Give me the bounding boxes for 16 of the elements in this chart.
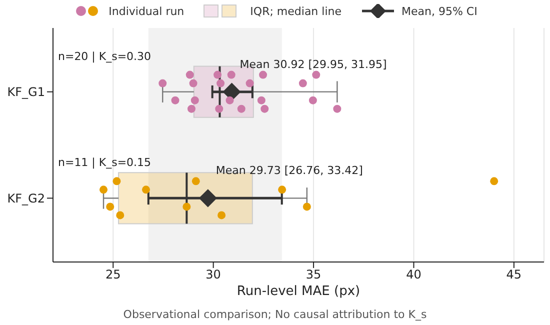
x-tick-label: 25 <box>105 268 121 282</box>
x-axis-title: Run-level MAE (px) <box>236 284 362 299</box>
annotation: n=20 | K_s=0.30 <box>58 50 152 63</box>
data-label: Mean 29.73 [26.76, 33.42] <box>216 164 363 178</box>
legend-label: IQR; median line <box>250 4 342 18</box>
y-tick-label: KF_G2 <box>7 191 45 206</box>
text: Observational comparison; No causal attribution to K_s <box>122 308 428 321</box>
x-tick-label: 45 <box>506 268 522 282</box>
x-tick-label: 40 <box>406 268 422 282</box>
x-tick-label: 30 <box>206 268 221 282</box>
y-tick-label: KF_G1 <box>7 85 45 100</box>
annotation: n=11 | K_s=0.15 <box>58 156 152 170</box>
data-label: Mean 30.92 [29.95, 31.95] <box>240 58 387 71</box>
legend-label: Mean, 95% CI <box>402 4 478 18</box>
legend-label: Individual run <box>108 4 184 18</box>
x-tick-label: 35 <box>306 268 322 282</box>
